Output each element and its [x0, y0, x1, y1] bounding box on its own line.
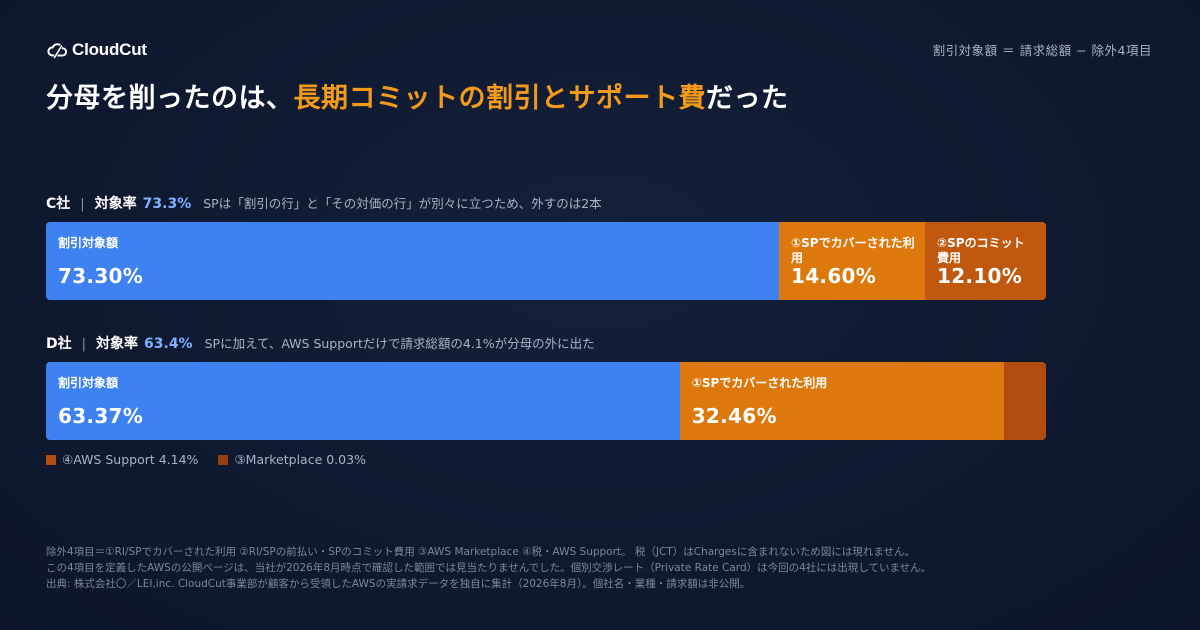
- company-note: SPに加えて、AWS Supportだけで請求総額の4.1%が分母の外に出た: [204, 336, 595, 351]
- company-note: SPは「割引の行」と「その対価の行」が別々に立つため、外すのは2本: [203, 196, 602, 211]
- rate-value: 63.4%: [144, 336, 193, 352]
- rate-value: 73.3%: [142, 196, 192, 212]
- title-prefix: 分母を削ったのは、: [46, 83, 294, 114]
- segment-value: 14.60%: [791, 264, 877, 288]
- bar-segment: ①SPでカバーされた利用 14.60%: [779, 222, 925, 300]
- legend-swatch: [46, 454, 56, 465]
- bar-segment: [1004, 362, 1046, 440]
- segment-value: 12.10%: [937, 264, 1023, 288]
- segment-value: 32.46%: [691, 404, 777, 428]
- legend-label: ③Marketplace 0.03%: [234, 452, 366, 467]
- company-name: C社: [46, 196, 71, 212]
- legend-label: ④AWS Support 4.14%: [62, 452, 199, 467]
- legend: ④AWS Support 4.14% ③Marketplace 0.03%: [46, 452, 366, 467]
- company-row-d: D社 | 対象率 63.4% SPに加えて、AWS Supportだけで請求総額…: [46, 333, 595, 353]
- bar-segment: ②SPのコミット費用 12.10%: [925, 222, 1046, 300]
- segment-label: ①SPでカバーされた利用: [791, 236, 915, 265]
- segment-label: ①SPでカバーされた利用: [691, 376, 828, 390]
- rate-label: 対象率: [96, 336, 139, 352]
- legend-item: ④AWS Support 4.14%: [46, 452, 198, 467]
- page-title: 分母を削ったのは、長期コミットの割引とサポート費だった: [46, 76, 789, 115]
- title-accent: 長期コミットの割引とサポート費: [293, 83, 706, 114]
- cloud-icon: [47, 43, 68, 60]
- separator: |: [80, 197, 85, 212]
- segment-value: 63.37%: [58, 404, 144, 428]
- bar-segment: 割引対象額 73.30%: [46, 222, 779, 300]
- bar-segment: 割引対象額 63.37%: [46, 362, 680, 440]
- company-name: D社: [46, 336, 72, 352]
- legend-swatch: [218, 454, 229, 465]
- brand-name: CloudCut: [72, 40, 147, 59]
- segment-value: 73.30%: [58, 264, 144, 288]
- brand-logo: CloudCut: [46, 40, 147, 60]
- segment-label: 割引対象額: [58, 236, 119, 250]
- bar-segment: ①SPでカバーされた利用 32.46%: [679, 362, 1005, 440]
- footnote-line: 除外4項目＝①RI/SPでカバーされた利用 ②RI/SPの前払い・SPのコミット…: [46, 546, 916, 558]
- title-suffix: だった: [706, 83, 789, 114]
- stacked-bar-c: 割引対象額 73.30% ①SPでカバーされた利用 14.60% ②SPのコミット費用 1…: [46, 222, 1046, 300]
- formula-text: 割引対象額 ＝ 請求総額 − 除外4項目: [932, 43, 1152, 58]
- separator: |: [81, 337, 87, 352]
- company-row-c: C社 | 対象率 73.3% SPは「割引の行」と「その対価の行」が別々に立つた…: [46, 193, 602, 213]
- footnote-line: この4項目を定義したAWSの公開ページは、当社が2026年8月時点で確認した範囲…: [46, 562, 932, 574]
- segment-label: 割引対象額: [58, 376, 119, 390]
- segment-label: ②SPのコミット費用: [937, 236, 1025, 265]
- legend-item: ③Marketplace 0.03%: [218, 452, 366, 467]
- footnotes: 除外4項目＝①RI/SPでカバーされた利用 ②RI/SPの前払い・SPのコミット…: [46, 544, 931, 592]
- stacked-bar-d: 割引対象額 63.37% ①SPでカバーされた利用 32.46%: [46, 362, 1046, 440]
- footnote-line: 出典: 株式会社〇／LEI,inc. CloudCut事業部が顧客から受領したA…: [46, 578, 751, 590]
- rate-label: 対象率: [94, 196, 137, 212]
